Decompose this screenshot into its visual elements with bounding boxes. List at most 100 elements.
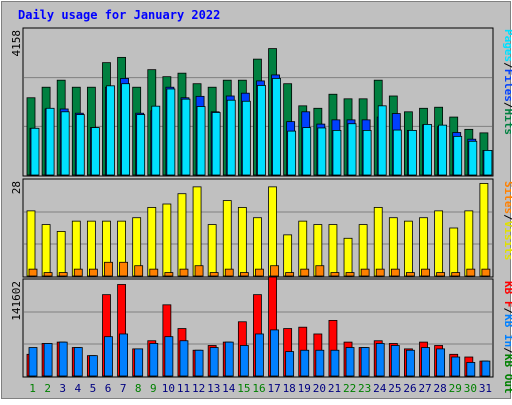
kb-in-bar <box>119 333 128 377</box>
sites-bar <box>466 268 476 277</box>
legend-entry: / <box>502 102 512 109</box>
kb-in-bar <box>466 362 476 377</box>
sites-bar <box>179 268 189 277</box>
visits-bar <box>71 220 81 277</box>
visits-bar <box>86 220 96 277</box>
day-label: 27 <box>418 382 431 395</box>
day-label: 9 <box>150 382 157 395</box>
day-label: 19 <box>298 382 311 395</box>
middle-panel-max-label: 28 <box>10 181 23 194</box>
day-label: 31 <box>479 382 492 395</box>
sites-bar <box>421 268 430 277</box>
pages-bar <box>90 127 100 176</box>
day-label: 16 <box>252 382 265 395</box>
day-label: 26 <box>403 382 416 395</box>
kb-in-bar <box>481 360 491 377</box>
pages-bar <box>377 105 387 176</box>
sites-bar <box>194 265 204 277</box>
sites-bar <box>451 272 461 277</box>
sites-bar <box>209 272 219 277</box>
sites-bar <box>285 272 295 277</box>
chart-title: Daily usage for January 2022 <box>18 8 220 22</box>
sites-bar <box>224 268 234 277</box>
kb-in-bar <box>421 347 430 377</box>
legend-entry: Visits <box>502 221 512 261</box>
visits-bar <box>41 224 51 277</box>
kb-in-bar <box>436 348 446 377</box>
visits-bar <box>404 220 413 277</box>
sites-bar <box>149 268 159 277</box>
chart-outer-border-dark <box>1 1 511 399</box>
pages-bar <box>272 78 281 176</box>
kb-in-bar <box>255 333 264 377</box>
sites-bar <box>73 268 83 277</box>
kb-in-bar <box>28 347 38 377</box>
visits-bar <box>162 203 172 277</box>
visits-bar <box>298 220 308 277</box>
pages-bar <box>136 114 146 176</box>
kb-in-bar <box>73 347 83 377</box>
kb-in-bar <box>345 347 355 377</box>
kb-in-bar <box>88 355 98 377</box>
kb-in-bar <box>149 343 159 377</box>
day-label: 29 <box>449 382 462 395</box>
bottom-panel-legend: KB F/KB In/KB Out <box>502 281 512 394</box>
kb-in-bar <box>179 340 189 377</box>
visits-bar <box>343 237 353 277</box>
sites-bar <box>390 268 400 277</box>
pages-bar <box>438 124 448 176</box>
visits-bar <box>358 224 368 277</box>
kb-in-bar <box>104 336 113 377</box>
sites-bar <box>406 272 415 277</box>
visits-bar <box>56 231 66 277</box>
day-label: 2 <box>44 382 51 395</box>
pages-bar <box>423 124 432 176</box>
day-label: 12 <box>192 382 205 395</box>
legend-entry: / <box>502 347 512 354</box>
kb-in-bar <box>300 349 310 377</box>
legend-entry: Sites <box>502 181 512 214</box>
visits-bar <box>207 224 217 277</box>
pages-bar <box>181 98 191 176</box>
pages-bar <box>166 88 176 176</box>
kb-in-bar <box>58 341 68 377</box>
sites-bar <box>88 268 98 277</box>
day-label: 3 <box>59 382 66 395</box>
pages-bar <box>121 83 130 176</box>
kb-in-bar <box>43 343 53 377</box>
day-label: 10 <box>162 382 175 395</box>
sites-bar <box>58 272 68 277</box>
visits-bar <box>328 224 338 277</box>
sites-bar <box>315 265 325 277</box>
kb-in-bar <box>375 343 385 377</box>
day-label: 20 <box>313 382 326 395</box>
visits-bar <box>222 200 232 277</box>
legend-entry: / <box>502 62 512 69</box>
day-label: 23 <box>358 382 371 395</box>
pages-bar <box>332 130 342 176</box>
legend-entry: KB F <box>502 281 512 308</box>
pages-bar <box>60 111 70 176</box>
day-label: 17 <box>267 382 280 395</box>
sites-bar <box>330 272 340 277</box>
day-label: 1 <box>29 382 36 395</box>
kb-in-bar <box>164 336 174 377</box>
bars <box>26 48 493 377</box>
pages-bar <box>211 112 221 176</box>
pages-bar <box>45 107 55 176</box>
visits-bar <box>464 210 474 277</box>
pages-bar <box>257 85 266 176</box>
pages-bar <box>347 123 357 176</box>
day-label: 18 <box>283 382 296 395</box>
kb-in-bar <box>360 347 370 377</box>
kb-in-bar <box>285 351 295 377</box>
kb-in-bar <box>406 349 415 377</box>
pages-bar <box>483 150 493 176</box>
pages-bar <box>196 106 206 176</box>
kb-in-bar <box>209 347 219 377</box>
visits-bar <box>268 186 277 277</box>
sites-bar <box>481 268 491 277</box>
sites-bar <box>375 268 385 277</box>
visits-bar <box>192 186 202 277</box>
